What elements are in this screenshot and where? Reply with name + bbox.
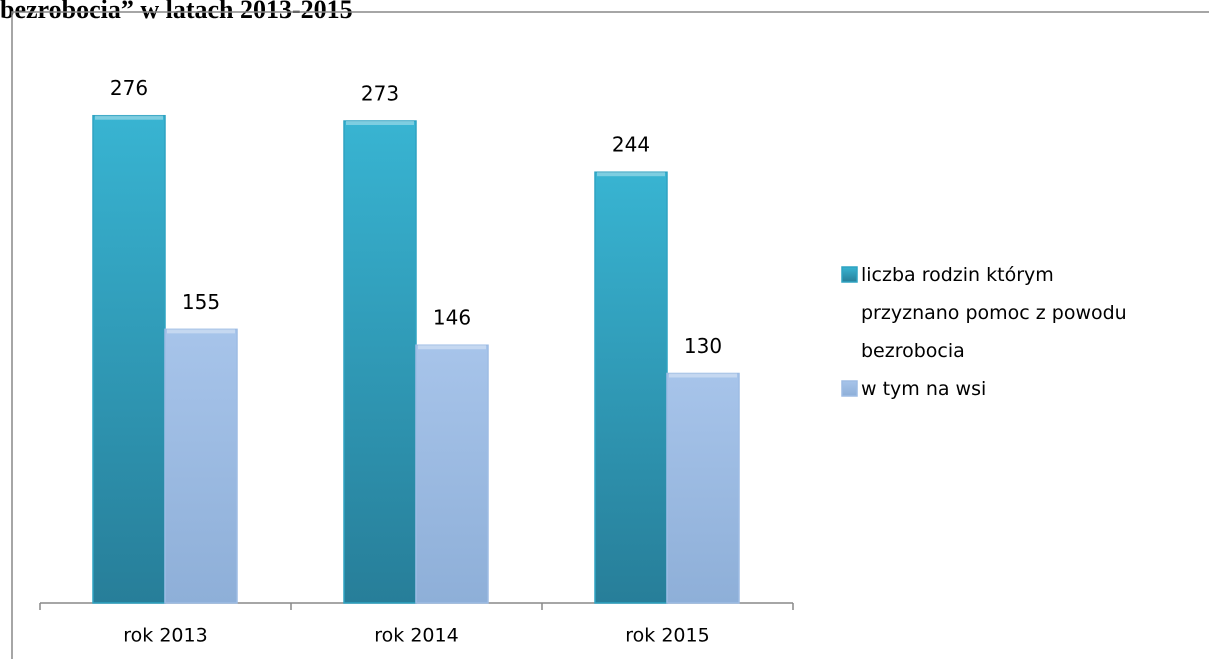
bar	[594, 171, 668, 604]
bar	[343, 120, 417, 604]
legend-swatch	[841, 266, 858, 283]
bar-highlight	[95, 115, 163, 120]
bar	[164, 328, 238, 604]
legend-item: liczba rodzin którym przyznano pomoc z po…	[841, 264, 1127, 362]
data-label: 146	[433, 306, 471, 330]
data-label: 130	[684, 334, 722, 358]
bar-highlight	[669, 373, 737, 378]
bar-highlight	[167, 329, 235, 334]
data-label: 273	[361, 82, 399, 106]
bar	[415, 344, 489, 604]
legend-label: w tym na wsi	[861, 378, 986, 400]
bar-highlight	[597, 172, 665, 177]
bar-highlight	[418, 345, 486, 350]
x-tick-label: rok 2015	[625, 625, 709, 647]
bar	[92, 114, 166, 604]
data-label: 244	[612, 133, 650, 157]
data-label: 155	[182, 290, 220, 314]
frame	[11, 11, 1209, 659]
data-label: 276	[110, 76, 148, 100]
legend-swatch	[841, 380, 858, 397]
x-tick-label: rok 2013	[123, 625, 207, 647]
bar	[666, 372, 740, 604]
legend-item: w tym na wsi	[841, 378, 986, 400]
x-tick-label: rok 2014	[374, 625, 458, 647]
bar-highlight	[346, 121, 414, 126]
legend-label: liczba rodzin którym przyznano pomoc z po…	[861, 264, 1127, 362]
